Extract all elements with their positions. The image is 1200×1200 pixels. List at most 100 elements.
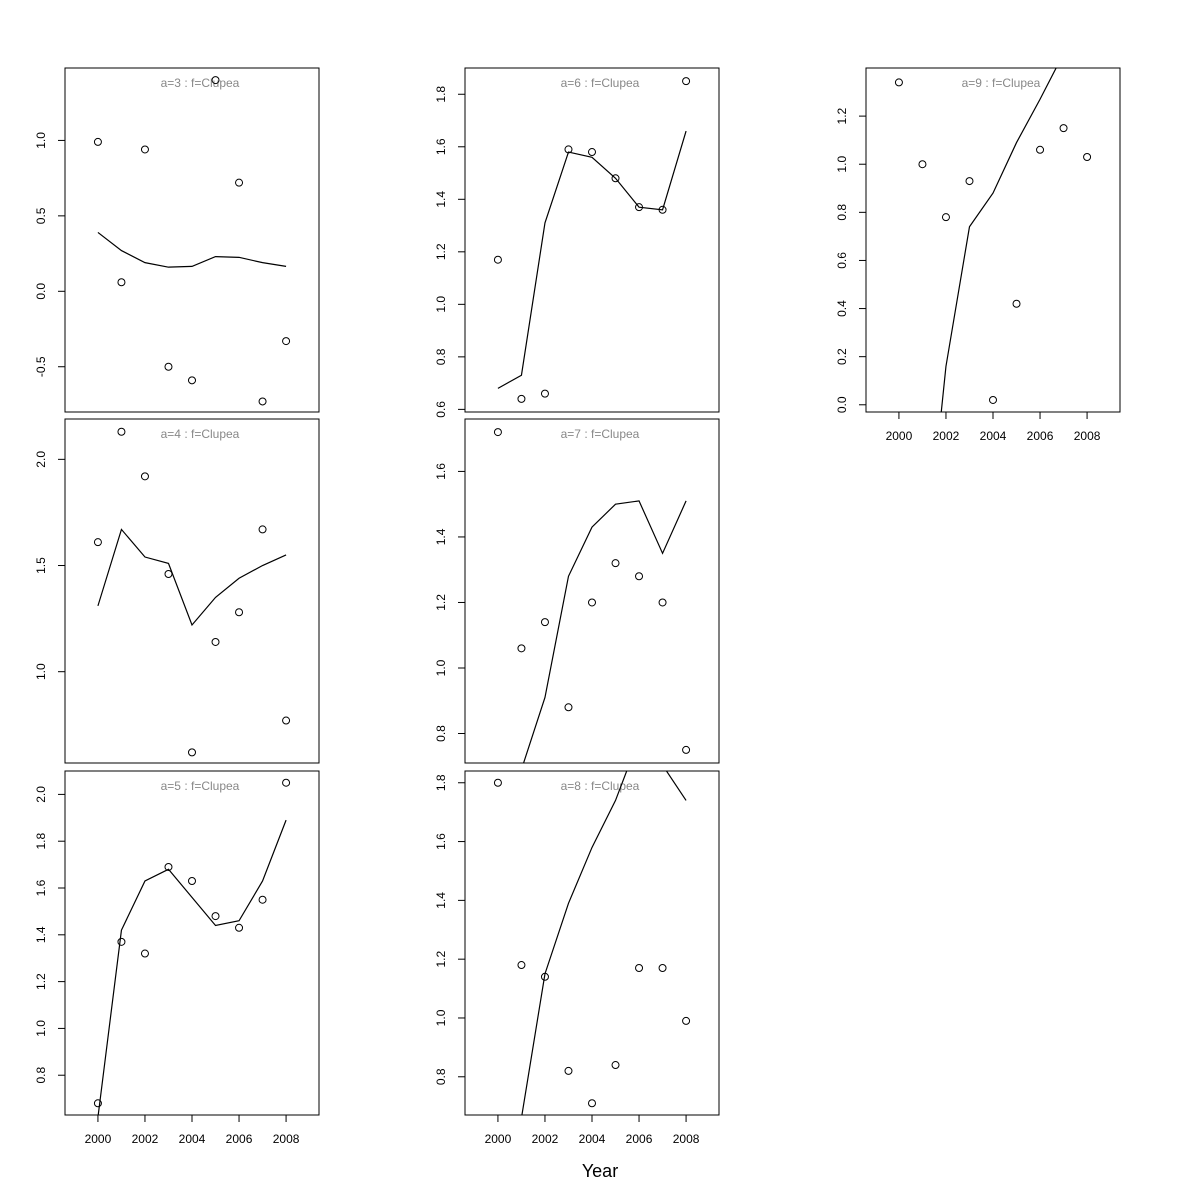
panel-frame xyxy=(464,67,720,413)
panel-frame xyxy=(64,418,320,764)
y-tick-label: 1.4 xyxy=(34,926,48,943)
y-tick-label: 1.0 xyxy=(835,156,849,173)
y-tick-label: 0.5 xyxy=(34,207,48,224)
y-tick-label: 1.2 xyxy=(434,243,448,260)
point xyxy=(235,608,244,617)
point xyxy=(682,745,691,754)
fit-line xyxy=(97,528,287,627)
point xyxy=(611,174,620,183)
point xyxy=(258,525,267,534)
x-tick-label: 2000 xyxy=(886,429,913,443)
x-tick-label: 2008 xyxy=(1074,429,1101,443)
point xyxy=(894,78,903,87)
y-tick-label: 0.8 xyxy=(434,348,448,365)
plot-area xyxy=(493,428,691,763)
x-tick-label: 2006 xyxy=(626,1132,653,1146)
y-tick-label: 1.4 xyxy=(434,528,448,545)
y-tick-label: 0.8 xyxy=(434,1068,448,1085)
y-tick-label: 1.2 xyxy=(835,107,849,124)
fit-line xyxy=(497,130,687,389)
y-tick-label: 1.6 xyxy=(434,463,448,480)
y-tick-label: 1.8 xyxy=(434,774,448,791)
point xyxy=(658,963,667,972)
fit-line xyxy=(940,68,1057,412)
y-tick-label: 1.0 xyxy=(434,296,448,313)
point xyxy=(611,1061,620,1070)
y-tick-label: 2.0 xyxy=(34,786,48,803)
y-tick-label: 1.2 xyxy=(434,594,448,611)
point xyxy=(117,427,126,436)
panel-title: a=7 : f=Clupea xyxy=(561,427,640,441)
point xyxy=(164,570,173,579)
plot-area xyxy=(894,68,1092,412)
point xyxy=(235,178,244,187)
point xyxy=(258,397,267,406)
x-tick-label: 2004 xyxy=(980,429,1007,443)
y-tick-label: 0.0 xyxy=(835,396,849,413)
point xyxy=(517,394,526,403)
point xyxy=(588,1099,596,1108)
point xyxy=(540,389,549,398)
x-axis-label: Year xyxy=(582,1161,618,1181)
panel-frame xyxy=(464,770,720,1116)
point xyxy=(588,598,596,607)
point xyxy=(682,1016,691,1025)
y-tick-label: 0.8 xyxy=(835,204,849,221)
y-tick-label: 0.6 xyxy=(434,401,448,418)
y-tick-label: 1.8 xyxy=(434,86,448,103)
x-tick-label: 2000 xyxy=(485,1132,512,1146)
y-tick-label: 0.6 xyxy=(835,252,849,269)
y-tick-label: 1.4 xyxy=(434,892,448,909)
y-tick-label: 0.8 xyxy=(434,725,448,742)
y-tick-label: 1.8 xyxy=(34,833,48,850)
panel-title: a=6 : f=Clupea xyxy=(561,76,640,90)
y-tick-label: 1.0 xyxy=(434,659,448,676)
fit-line xyxy=(97,819,287,1115)
y-tick-label: 1.0 xyxy=(34,1020,48,1037)
fit-line xyxy=(522,500,687,763)
panel-frame xyxy=(464,418,720,764)
y-tick-label: 1.4 xyxy=(434,191,448,208)
point xyxy=(93,538,102,547)
point xyxy=(658,205,667,214)
y-tick-label: 0.8 xyxy=(34,1067,48,1084)
point xyxy=(93,1099,102,1108)
y-tick-label: 1.5 xyxy=(34,557,48,574)
point xyxy=(282,716,291,725)
point xyxy=(682,77,691,86)
panel-frame xyxy=(865,67,1121,413)
point xyxy=(140,472,149,481)
point xyxy=(211,76,220,85)
point xyxy=(282,778,291,787)
y-tick-label: 2.0 xyxy=(34,451,48,468)
x-tick-label: 2000 xyxy=(85,1132,112,1146)
point xyxy=(211,912,220,921)
point xyxy=(211,637,220,646)
y-tick-label: 1.0 xyxy=(34,663,48,680)
point xyxy=(93,137,102,146)
panel-title: a=8 : f=Clupea xyxy=(561,779,640,793)
panel-title: a=5 : f=Clupea xyxy=(161,779,240,793)
point xyxy=(564,703,573,712)
point xyxy=(1036,145,1045,154)
point xyxy=(540,618,549,627)
x-tick-label: 2008 xyxy=(273,1132,300,1146)
point xyxy=(1012,299,1021,308)
fit-line xyxy=(521,771,687,1115)
plot-area xyxy=(93,778,291,1115)
plot-area xyxy=(93,427,291,757)
point xyxy=(164,862,173,871)
x-tick-label: 2004 xyxy=(579,1132,606,1146)
point xyxy=(965,177,974,186)
plot-area xyxy=(493,771,691,1115)
point xyxy=(564,145,573,154)
point xyxy=(540,972,549,981)
point xyxy=(493,428,502,437)
point xyxy=(588,148,596,157)
x-tick-label: 2004 xyxy=(179,1132,206,1146)
point xyxy=(611,559,620,568)
point xyxy=(258,895,267,904)
point xyxy=(635,963,644,972)
plot-area xyxy=(93,76,291,406)
point xyxy=(918,160,927,169)
